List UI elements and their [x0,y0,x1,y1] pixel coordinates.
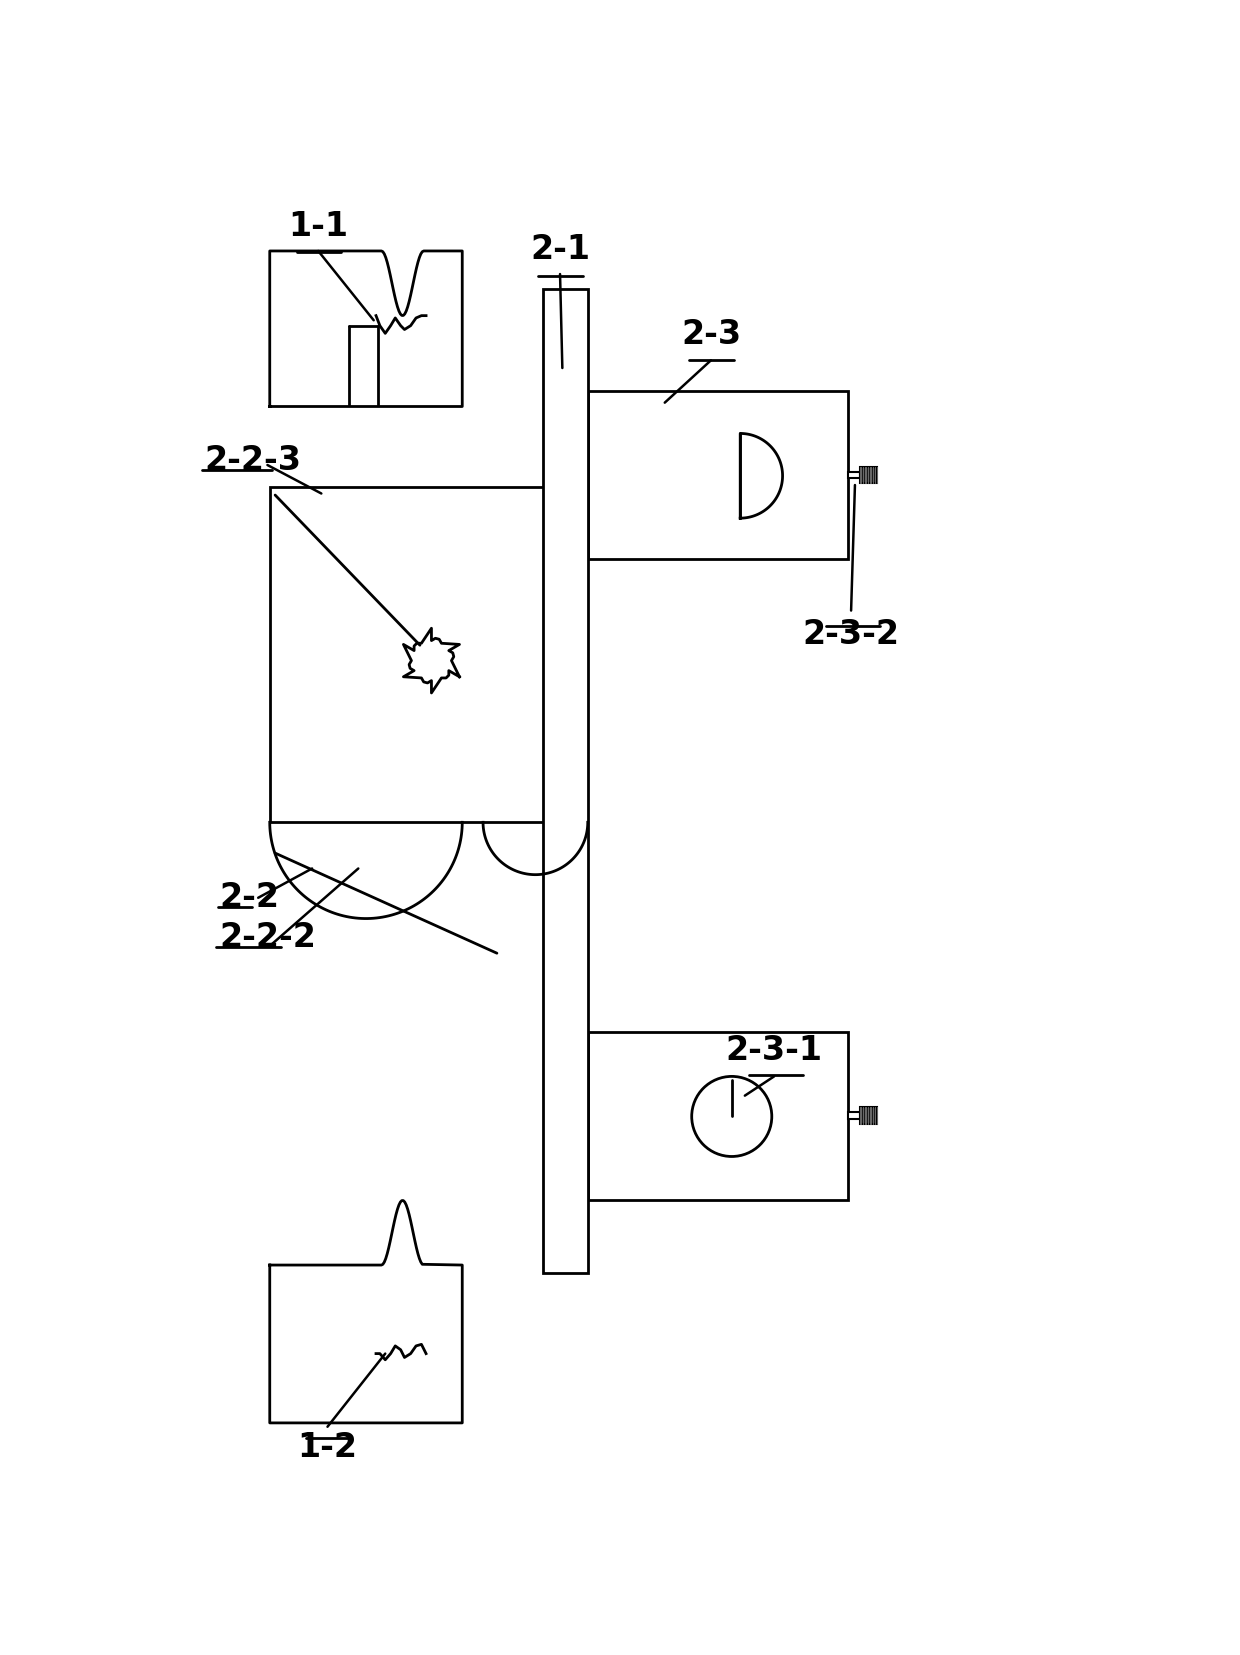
Bar [270,487,546,823]
Text: 1-1: 1-1 [288,210,348,243]
Polygon shape [270,1200,463,1423]
Polygon shape [740,434,782,518]
Text: 2-2: 2-2 [219,880,280,914]
Bar [859,467,877,483]
Text: 2-2-3: 2-2-3 [205,444,301,477]
Bar [588,1031,848,1200]
Text: 2-2-2: 2-2-2 [219,922,316,955]
Text: 2-1: 2-1 [529,233,590,266]
Text: 2-3-1: 2-3-1 [725,1034,822,1067]
Bar [848,1112,859,1119]
Text: 2-3-2: 2-3-2 [802,619,899,652]
Bar [859,1107,877,1124]
Polygon shape [270,252,463,407]
Bar [588,391,848,559]
Polygon shape [403,629,460,693]
Bar [543,290,588,1273]
Text: 1-2: 1-2 [298,1430,357,1463]
Text: 2-3: 2-3 [681,318,742,351]
Bar [848,472,859,478]
